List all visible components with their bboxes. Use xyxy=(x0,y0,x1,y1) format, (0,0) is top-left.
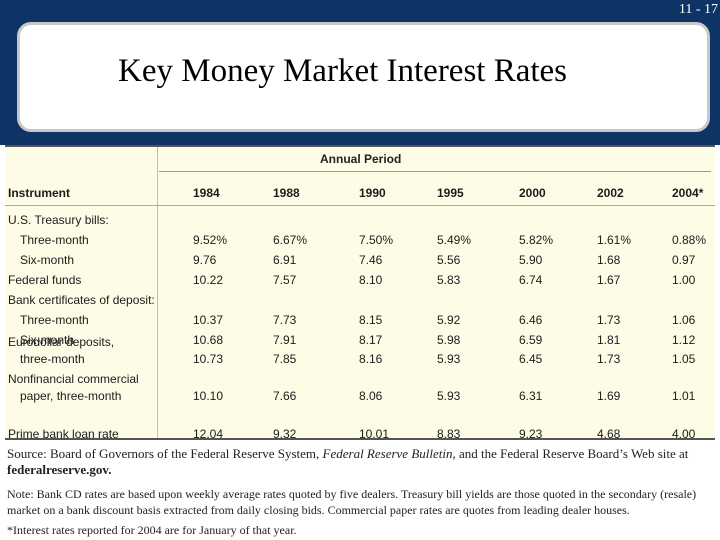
rate-value: 9.32 xyxy=(273,427,297,441)
rate-value: 12.04 xyxy=(193,427,224,441)
group-header-rule xyxy=(159,171,711,172)
year-header-6: 2004* xyxy=(672,186,704,200)
rate-value: 8.06 xyxy=(359,389,383,403)
year-header-5: 2002 xyxy=(597,186,624,200)
rate-value: 8.17 xyxy=(359,333,383,347)
rate-value: 5.92 xyxy=(437,313,461,327)
rate-value: 5.98 xyxy=(437,333,461,347)
rate-value: 6.31 xyxy=(519,389,543,403)
header-rule xyxy=(5,205,715,206)
rate-value: 10.68 xyxy=(193,333,224,347)
rate-value: 1.67 xyxy=(597,273,621,287)
column-divider xyxy=(157,147,158,438)
rate-value: 1.00 xyxy=(672,273,696,287)
year-header-1: 1988 xyxy=(273,186,300,200)
rate-value: 6.67% xyxy=(273,233,308,247)
instrument-column-background xyxy=(5,147,157,438)
row-label: Six-month xyxy=(20,253,75,267)
rate-value: 4.68 xyxy=(597,427,621,441)
rate-value: 1.81 xyxy=(597,333,621,347)
rate-value: 8.15 xyxy=(359,313,383,327)
row-label: Six-month xyxy=(20,333,75,347)
rate-value: 8.10 xyxy=(359,273,383,287)
rate-value: 7.66 xyxy=(273,389,297,403)
rate-value: 6.45 xyxy=(519,352,543,366)
row-label: Bank certificates of deposit: xyxy=(8,293,155,307)
rate-value: 1.05 xyxy=(672,352,696,366)
rate-value: 6.91 xyxy=(273,253,297,267)
row-label: U.S. Treasury bills: xyxy=(8,213,109,227)
rate-value: 1.12 xyxy=(672,333,696,347)
rate-value: 10.22 xyxy=(193,273,224,287)
rate-value: 7.85 xyxy=(273,352,297,366)
instrument-header: Instrument xyxy=(8,186,71,200)
rate-value: 6.46 xyxy=(519,313,543,327)
rate-value: 1.61% xyxy=(597,233,632,247)
rate-value: 4.00 xyxy=(672,427,696,441)
rate-value: 5.93 xyxy=(437,352,461,366)
rate-value: 10.73 xyxy=(193,352,224,366)
row-label: Eurodollar deposits, xyxy=(8,335,115,349)
rate-value: 7.57 xyxy=(273,273,297,287)
source-suffix: and the Federal Reserve Board’s Web site… xyxy=(455,446,689,461)
rate-value: 5.56 xyxy=(437,253,461,267)
rate-value: 7.91 xyxy=(273,333,297,347)
rate-value: 1.01 xyxy=(672,389,696,403)
asterisk-note: *Interest rates reported for 2004 are fo… xyxy=(7,523,297,537)
title-box: Key Money Market Interest Rates xyxy=(17,22,710,132)
rate-value: 6.74 xyxy=(519,273,543,287)
rate-value: 6.59 xyxy=(519,333,543,347)
source-note: Source: Board of Governors of the Federa… xyxy=(7,446,712,478)
source-prefix: Source: Board of Governors of the Federa… xyxy=(7,446,323,461)
year-header-0: 1984 xyxy=(193,186,220,200)
annual-period-header: Annual Period xyxy=(320,152,402,166)
rate-value: 9.52% xyxy=(193,233,228,247)
rate-value: 1.73 xyxy=(597,313,621,327)
rate-value: 7.46 xyxy=(359,253,383,267)
row-label-continued: paper, three-month xyxy=(20,389,122,403)
slide-number: 11 - 17 xyxy=(678,2,718,17)
slide-title: Key Money Market Interest Rates xyxy=(118,53,568,89)
rate-value: 5.90 xyxy=(519,253,543,267)
rate-value: 5.49% xyxy=(437,233,472,247)
rate-value: 8.16 xyxy=(359,352,383,366)
rate-value: 7.50% xyxy=(359,233,394,247)
rate-value: 5.82% xyxy=(519,233,554,247)
source-publication: Federal Reserve Bulletin, xyxy=(322,446,456,461)
rate-value: 0.88% xyxy=(672,233,707,247)
rate-value: 1.06 xyxy=(672,313,696,327)
rate-value: 5.83 xyxy=(437,273,461,287)
rate-value: 5.93 xyxy=(437,389,461,403)
row-label: Prime bank loan rate xyxy=(8,427,119,441)
rate-value: 1.68 xyxy=(597,253,621,267)
rate-value: 8.83 xyxy=(437,427,461,441)
rate-value: 10.37 xyxy=(193,313,224,327)
methodology-note: Note: Bank CD rates are based upon weekl… xyxy=(7,487,697,517)
row-label: Nonfinancial commercial xyxy=(8,372,139,386)
rate-value: 1.73 xyxy=(597,352,621,366)
rate-value: 10.10 xyxy=(193,389,224,403)
row-label-continued: three-month xyxy=(20,352,85,366)
row-label: Three-month xyxy=(20,313,89,327)
rate-value: 9.23 xyxy=(519,427,543,441)
row-label: Federal funds xyxy=(8,273,82,287)
rate-value: 7.73 xyxy=(273,313,297,327)
year-header-2: 1990 xyxy=(359,186,386,200)
rate-value: 10.01 xyxy=(359,427,390,441)
rate-value: 9.76 xyxy=(193,253,217,267)
rate-value: 0.97 xyxy=(672,253,696,267)
interest-rate-table: Annual Period Instrument 1984 1988 1990 1995… xyxy=(5,145,715,441)
row-label: Three-month xyxy=(20,233,89,247)
year-header-3: 1995 xyxy=(437,186,464,200)
year-header-4: 2000 xyxy=(519,186,546,200)
source-url: federalreserve.gov. xyxy=(7,462,112,477)
rate-value: 1.69 xyxy=(597,389,621,403)
